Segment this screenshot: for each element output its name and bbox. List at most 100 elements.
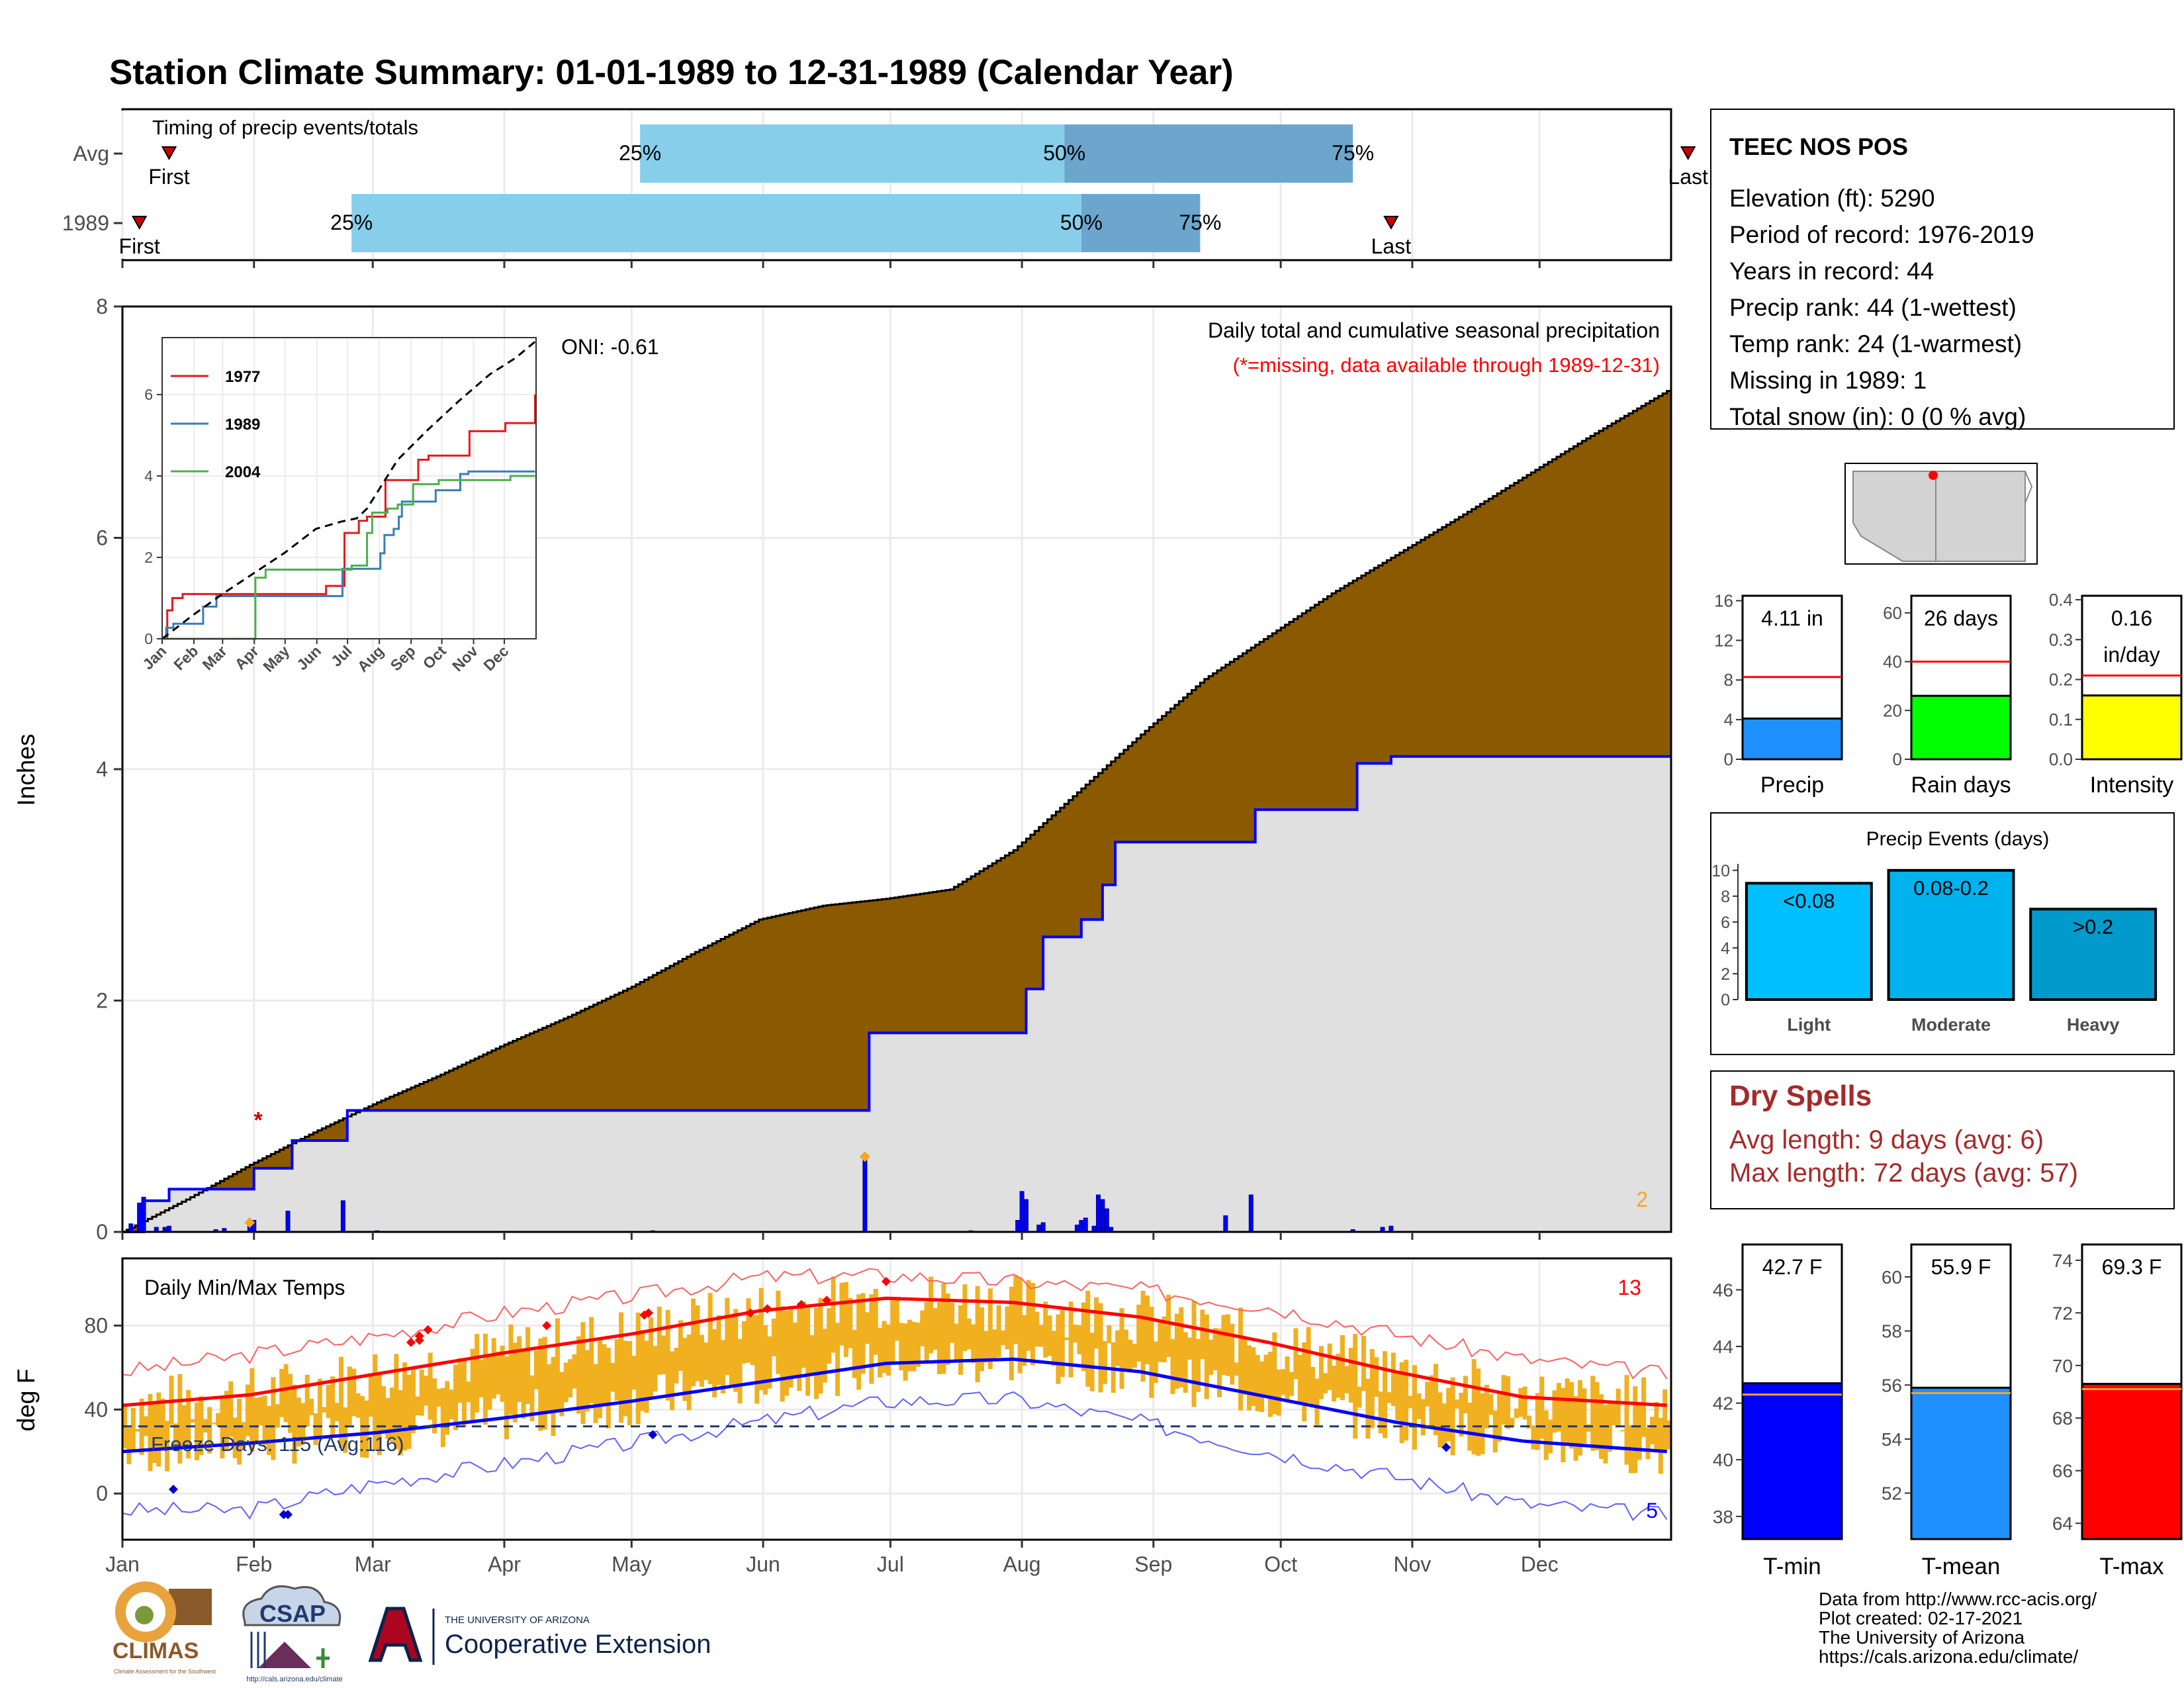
month-label: Aug: [1003, 1552, 1041, 1576]
mini-bar-ytick-label: 4: [1724, 710, 1733, 729]
climas-logo: CLIMAS Climate Assessment for the Southw…: [113, 1581, 216, 1675]
daily-temp-bar: [165, 1421, 170, 1472]
daily-temp-bar: [1263, 1354, 1269, 1397]
daily-precip-bar: [1019, 1191, 1024, 1233]
daily-temp-bar: [1586, 1424, 1591, 1432]
daily-temp-bar: [512, 1342, 518, 1423]
daily-temp-bar: [1136, 1304, 1142, 1362]
csap-rain: [250, 1632, 266, 1668]
inset-ytick-label: 6: [144, 386, 153, 403]
daily-precip-bar: [285, 1211, 291, 1233]
daily-temp-bar: [542, 1336, 547, 1430]
mini-bar-value: [2081, 694, 2183, 761]
daily-temp-bar: [818, 1297, 823, 1394]
daily-temp-bar: [428, 1352, 433, 1420]
locator-map: [1844, 463, 2038, 565]
temp-bar-ytick-label: 66: [2052, 1461, 2073, 1481]
daily-temp-bar: [1353, 1333, 1358, 1439]
daily-temp-bar: [704, 1342, 709, 1380]
daily-temp-bar: [258, 1397, 263, 1426]
daily-temp-bar: [827, 1308, 832, 1364]
daily-precip-bar: [137, 1202, 142, 1233]
daily-temp-bar: [1145, 1295, 1150, 1364]
daily-temp-bar: [1497, 1391, 1502, 1442]
daily-temp-bar: [1518, 1387, 1524, 1417]
inset-ytick-label: 4: [144, 467, 153, 485]
daily-temp-bar: [1056, 1314, 1061, 1384]
temp-bar-ytick-label: 74: [2052, 1250, 2073, 1271]
events-bar-label: <0.08: [1783, 889, 1835, 912]
daily-temp-bar: [890, 1298, 895, 1362]
station-info-line: Years in record: 44: [1729, 258, 1934, 285]
daily-temp-bar: [1416, 1393, 1422, 1419]
avg-cumulative-line: [122, 390, 1671, 1233]
daily-temp-bar: [1060, 1307, 1065, 1378]
station-info-line: Missing in 1989: 1: [1729, 367, 1927, 394]
temp-ytick-label: 40: [84, 1397, 108, 1421]
daily-temp-bar: [1548, 1419, 1553, 1454]
daily-temp-bar: [1302, 1342, 1307, 1422]
climas-mark-center: [135, 1606, 154, 1624]
hot-day-marker: [414, 1335, 424, 1345]
inset-series-line: [162, 470, 535, 640]
climas-subtext: Climate Assessment for the Southwest: [114, 1668, 216, 1675]
mini-bar-ytick-label: 20: [1883, 700, 1902, 720]
daily-temp-bar: [1310, 1367, 1316, 1407]
mini-bar-ytick-label: 0: [1724, 749, 1733, 769]
temp-bar-ytick-label: 70: [2052, 1356, 2073, 1376]
timing-bar-25-50: [351, 194, 1081, 252]
daily-temp-bar: [933, 1308, 938, 1350]
daily-temp-bar: [1612, 1403, 1617, 1426]
daily-temp-bar: [886, 1324, 891, 1376]
month-label: Jan: [105, 1552, 140, 1576]
mini-bar-ytick-label: 0.3: [2049, 630, 2073, 649]
ua-small-text: THE UNIVERSITY OF ARIZONA: [445, 1615, 590, 1626]
daily-temp-bar: [487, 1356, 492, 1410]
daily-temp-bar: [377, 1374, 382, 1456]
daily-temp-bar: [1128, 1339, 1133, 1371]
daily-temp-bar: [525, 1327, 531, 1404]
daily-temp-bar: [351, 1368, 357, 1417]
timing-first-label: First: [148, 165, 189, 189]
daily-temp-bar: [1306, 1327, 1311, 1403]
daily-temp-bar: [1480, 1393, 1485, 1454]
daily-temp-bar: [194, 1402, 199, 1460]
daily-temp-bar: [801, 1301, 806, 1368]
daily-temp-bar: [190, 1419, 195, 1423]
temp-bar-ytick-label: 64: [2052, 1513, 2073, 1534]
credit-line: Plot created: 02-17-2021: [1819, 1608, 2023, 1628]
daily-temp-bar: [864, 1312, 870, 1344]
daily-temp-bar: [364, 1400, 369, 1458]
daily-temp-bar: [1289, 1372, 1295, 1396]
daily-temp-bar: [559, 1372, 565, 1417]
daily-temp-bar: [619, 1312, 624, 1423]
cold-count: 5: [1646, 1499, 1658, 1523]
daily-temp-bar: [1026, 1280, 1031, 1351]
record-min-line: [122, 1391, 1668, 1521]
daily-temp-bar: [368, 1373, 373, 1417]
daily-temp-bar: [813, 1307, 819, 1399]
daily-temp-bar: [1441, 1403, 1447, 1446]
daily-temp-bar: [1098, 1303, 1103, 1393]
daily-temp-bar: [788, 1309, 794, 1388]
cold-day-marker: [648, 1430, 658, 1440]
hot-day-marker: [423, 1325, 433, 1335]
daily-temp-bar: [568, 1359, 573, 1398]
credits: Data from http://www.rcc-acis.org/Plot c…: [1819, 1589, 2097, 1667]
daily-temp-bar: [1174, 1313, 1179, 1389]
daily-temp-bar: [1357, 1386, 1362, 1408]
daily-temp-bar: [987, 1288, 993, 1370]
daily-temp-bar: [300, 1403, 306, 1444]
inset-legend-label: 1977: [225, 368, 260, 386]
dry-title: Dry Spells: [1729, 1080, 1872, 1112]
daily-temp-bar: [1505, 1376, 1510, 1429]
daily-temp-bar: [1662, 1389, 1668, 1452]
precip-y-axis: 0 2 4 6 8: [96, 295, 1541, 1244]
daily-temp-bar: [941, 1284, 946, 1374]
daily-temp-bar: [1471, 1359, 1477, 1455]
page-title: Station Climate Summary: 01-01-1989 to 1…: [109, 53, 1234, 92]
climas-mark-ring: [115, 1581, 176, 1642]
daily-temp-bar: [975, 1286, 980, 1383]
cold-day-marker: [168, 1484, 178, 1494]
daily-temp-bar: [873, 1289, 878, 1355]
